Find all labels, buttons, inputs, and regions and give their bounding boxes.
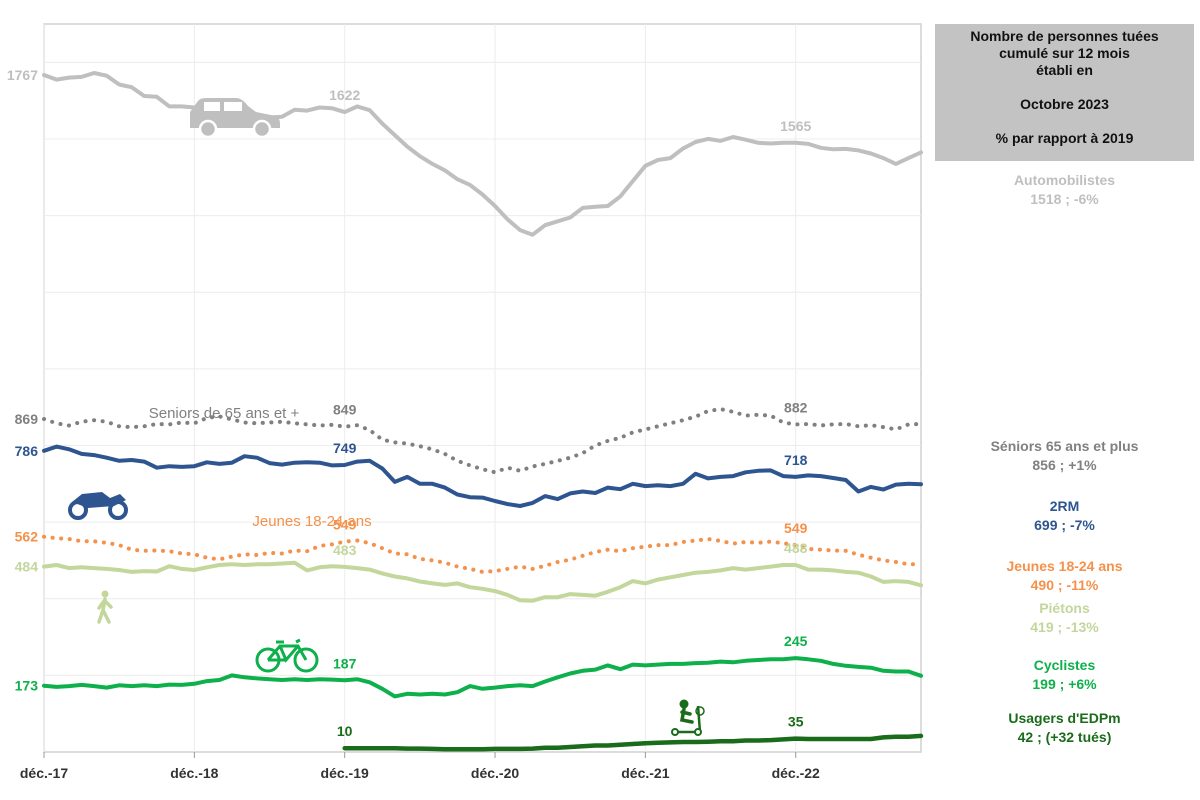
legend-name: 2RM: [1049, 498, 1080, 514]
legend-cyclistes: Cyclistes 199 ; +6%: [935, 656, 1194, 694]
data-label-deux_rm: 786: [15, 443, 39, 459]
x-axis-ticks: déc.-17 déc.-18 déc.-19 déc.-20 déc.-21 déc.-…: [20, 752, 820, 781]
series-line-deux_rm: [42, 444, 923, 508]
scooter-icon: [671, 699, 705, 736]
series-line-cyclistes: [42, 656, 923, 699]
x-tick-label: déc.-22: [772, 765, 820, 781]
legend-2rm: 2RM 699 ; -7%: [935, 497, 1194, 535]
info-line-4: Octobre 2023: [1020, 96, 1109, 112]
x-tick-label: déc.-21: [621, 765, 669, 781]
data-label-cyclistes: 173: [15, 678, 39, 694]
legend-value: 42 ; (+32 tués): [1017, 729, 1112, 745]
data-label-edpm: 35: [788, 714, 804, 730]
legend-name: Piétons: [1039, 600, 1090, 616]
legend-value: 1518 ; -6%: [1030, 191, 1099, 207]
data-label-automobilistes: 1565: [780, 118, 811, 134]
data-label-pietons: 484: [15, 559, 39, 575]
x-tick-label: déc.-18: [170, 765, 218, 781]
legend-seniors: Séniors 65 ans et plus 856 ; +1%: [935, 437, 1194, 475]
legend-value: 699 ; -7%: [1034, 517, 1095, 533]
data-label-pietons: 488: [784, 540, 808, 556]
data-label-seniors: 882: [784, 399, 808, 415]
series-name-label-seniors: Seniors de 65 ans et +: [149, 405, 300, 422]
series-line-automobilistes: [42, 71, 923, 237]
line-chart: 1767 1622 1565 869 849 882 786 749 718 562 549 549 4…: [7, 23, 924, 781]
legend-value: 199 ; +6%: [1032, 676, 1097, 692]
info-box: Nombre de personnes tuées cumulé sur 12 …: [935, 24, 1194, 161]
legend-name: Séniors 65 ans et plus: [990, 438, 1139, 454]
data-label-jeunes: 549: [333, 517, 357, 533]
info-line-5: % par rapport à 2019: [995, 130, 1134, 146]
icons: [68, 98, 705, 736]
data-label-cyclistes: 187: [333, 655, 357, 671]
x-tick-label: déc.-17: [20, 765, 68, 781]
data-label-deux_rm: 749: [333, 440, 357, 456]
info-line-1: Nombre de personnes tuées: [970, 28, 1159, 44]
motorcycle-icon: [68, 492, 128, 520]
series-line-seniors: [42, 407, 923, 475]
legend-jeunes: Jeunes 18-24 ans 490 ; -11%: [935, 557, 1194, 595]
series-name-label-jeunes: Jeunes 18-24 ans: [252, 513, 371, 530]
legend-value: 490 ; -11%: [1030, 577, 1099, 593]
legend-edpm: Usagers d'EDPm 42 ; (+32 tués): [935, 709, 1194, 747]
data-label-seniors: 869: [15, 411, 39, 427]
series-line-jeunes: [42, 534, 923, 574]
data-label-automobilistes: 1767: [7, 67, 38, 83]
legend-pietons: Piétons 419 ; -13%: [935, 599, 1194, 637]
x-tick-label: déc.-20: [471, 765, 519, 781]
grid: [43, 23, 922, 753]
data-label-seniors: 849: [333, 402, 357, 418]
legend-automobilistes: Automobilistes 1518 ; -6%: [935, 171, 1194, 209]
series-lines: [42, 71, 924, 752]
info-line-2: cumulé sur 12 mois: [999, 45, 1130, 61]
data-label-deux_rm: 718: [784, 452, 808, 468]
pedestrian-icon: [97, 590, 113, 624]
data-label-cyclistes: 245: [784, 633, 808, 649]
data-label-jeunes: 562: [15, 529, 39, 545]
car-icon: [190, 98, 280, 139]
data-label-automobilistes: 1622: [329, 87, 360, 103]
info-line-3: établi en: [1036, 62, 1093, 78]
legend-value: 419 ; -13%: [1030, 619, 1099, 635]
data-labels: 1767 1622 1565 869 849 882 786 749 718 562 549 549 4…: [7, 67, 812, 739]
data-label-pietons: 483: [333, 542, 357, 558]
bicycle-icon: [255, 638, 319, 673]
x-tick-label: déc.-19: [321, 765, 369, 781]
series-line-edpm: [342, 733, 924, 752]
legend-name: Cyclistes: [1033, 657, 1096, 673]
legend-name: Usagers d'EDPm: [1008, 710, 1121, 726]
series-line-pietons: [42, 560, 923, 603]
legend-name: Automobilistes: [1013, 172, 1116, 188]
data-label-edpm: 10: [337, 723, 353, 739]
data-label-jeunes: 549: [784, 520, 808, 536]
legend-value: 856 ; +1%: [1032, 457, 1097, 473]
legend-name: Jeunes 18-24 ans: [1006, 558, 1123, 574]
